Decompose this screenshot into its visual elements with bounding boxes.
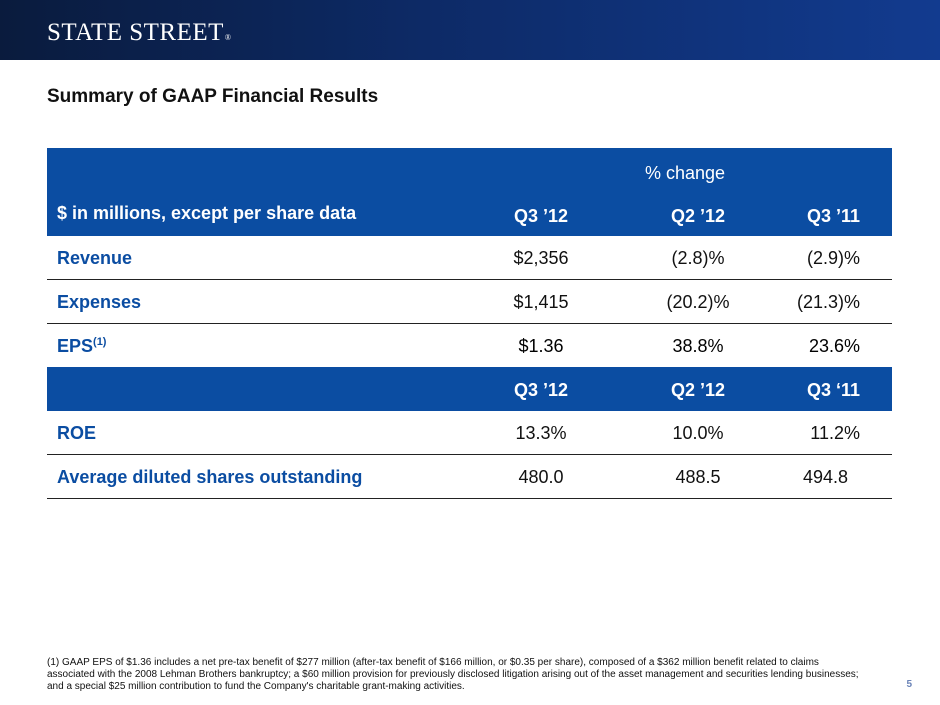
cell-value: 10.0% xyxy=(672,423,724,443)
cell-value: 23.6% xyxy=(808,336,860,356)
cell-value: $2,356 xyxy=(513,248,569,268)
table-subheader-row: Q3 ’12 Q2 ’12 Q3 ‘11 xyxy=(47,367,892,411)
cell-value: 488.5 xyxy=(675,467,721,487)
state-street-logo: STATE STREET® xyxy=(47,20,232,45)
cell-value: 38.8% xyxy=(672,336,724,356)
footnote-ref: (1) xyxy=(93,336,107,348)
row-label: Average diluted shares outstanding xyxy=(57,467,363,487)
pct-change-header: % change xyxy=(644,163,726,183)
col-header-q3-12: Q3 ’12 xyxy=(513,206,569,226)
gaap-results-table: % change $ in millions, except per share… xyxy=(47,148,892,499)
header-band: STATE STREET® xyxy=(0,0,940,60)
cell-value: (2.9)% xyxy=(806,248,860,268)
row-label: ROE xyxy=(57,423,97,443)
table-header-row: % change $ in millions, except per share… xyxy=(47,148,892,236)
cell-value: (2.8)% xyxy=(671,248,725,268)
col-header-q2-12: Q2 ’12 xyxy=(670,206,726,226)
footnote-marker: (1) xyxy=(47,657,60,668)
cell-value: 11.2% xyxy=(810,423,860,443)
page-number: 5 xyxy=(906,679,912,690)
subheader-q2-12: Q2 ’12 xyxy=(670,380,726,400)
row-label: EPS(1) xyxy=(57,336,106,357)
table-row-expenses: Expenses $1,415 (20.2)% (21.3)% xyxy=(47,280,892,324)
subheader-q3-12: Q3 ’12 xyxy=(513,380,569,400)
cell-value: $1.36 xyxy=(518,336,564,356)
cell-value: $1,415 xyxy=(513,292,569,312)
eps-label: EPS xyxy=(57,336,94,356)
table-row-diluted-shares: Average diluted shares outstanding 480.0… xyxy=(47,455,892,499)
row-label: Expenses xyxy=(57,292,142,312)
table-row-roe: ROE 13.3% 10.0% 11.2% xyxy=(47,411,892,455)
cell-value: (21.3)% xyxy=(796,292,860,312)
logo-text: STATE STREET xyxy=(47,19,224,46)
table-row-eps: EPS(1) $1.36 38.8% 23.6% xyxy=(47,324,892,367)
cell-value: (20.2)% xyxy=(666,292,730,312)
table-row-revenue: Revenue $2,356 (2.8)% (2.9)% xyxy=(47,236,892,280)
cell-value: 13.3% xyxy=(515,423,567,443)
row-label: Revenue xyxy=(57,248,133,268)
units-header: $ in millions, except per share data xyxy=(57,203,357,223)
col-header-q3-11: Q3 ’11 xyxy=(806,206,860,226)
page-title: Summary of GAAP Financial Results xyxy=(47,86,379,107)
footnote: (1) GAAP EPS of $1.36 includes a net pre… xyxy=(47,657,867,693)
footnote-text: GAAP EPS of $1.36 includes a net pre-tax… xyxy=(47,657,859,692)
subheader-q3-11: Q3 ‘11 xyxy=(806,380,860,400)
registered-mark: ® xyxy=(224,33,232,42)
cell-value: 494.8 xyxy=(802,467,848,487)
cell-value: 480.0 xyxy=(518,467,564,487)
